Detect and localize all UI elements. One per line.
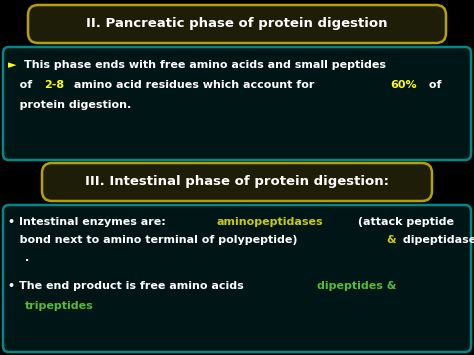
Text: aminopeptidases: aminopeptidases bbox=[217, 217, 323, 227]
Text: ►: ► bbox=[8, 60, 20, 70]
FancyBboxPatch shape bbox=[3, 205, 471, 352]
Text: (attack peptide: (attack peptide bbox=[354, 217, 454, 227]
FancyBboxPatch shape bbox=[42, 163, 432, 201]
Text: .: . bbox=[25, 253, 29, 263]
Text: II. Pancreatic phase of protein digestion: II. Pancreatic phase of protein digestio… bbox=[86, 17, 388, 31]
Text: III. Intestinal phase of protein digestion:: III. Intestinal phase of protein digesti… bbox=[85, 175, 389, 189]
Text: bond next to amino terminal of polypeptide): bond next to amino terminal of polypepti… bbox=[8, 235, 301, 245]
Text: of: of bbox=[425, 80, 441, 90]
Text: dipeptides &: dipeptides & bbox=[317, 281, 397, 291]
Text: protein digestion.: protein digestion. bbox=[8, 100, 131, 110]
Text: amino acid residues which account for: amino acid residues which account for bbox=[70, 80, 319, 90]
Text: This phase ends with free amino acids and small peptides: This phase ends with free amino acids an… bbox=[24, 60, 386, 70]
Text: 60%: 60% bbox=[391, 80, 417, 90]
Text: • Intestinal enzymes are:: • Intestinal enzymes are: bbox=[8, 217, 170, 227]
Text: • The end product is free amino acids: • The end product is free amino acids bbox=[8, 281, 247, 291]
Text: dipeptidase: dipeptidase bbox=[399, 235, 474, 245]
Text: tripeptides: tripeptides bbox=[25, 301, 94, 311]
FancyBboxPatch shape bbox=[28, 5, 446, 43]
Text: &: & bbox=[387, 235, 396, 245]
Text: 2-8: 2-8 bbox=[44, 80, 64, 90]
FancyBboxPatch shape bbox=[3, 47, 471, 160]
Text: of: of bbox=[8, 80, 36, 90]
